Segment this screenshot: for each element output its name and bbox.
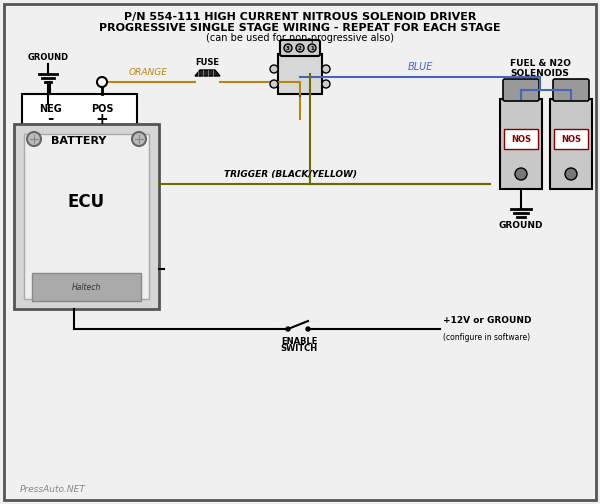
Circle shape: [306, 327, 310, 331]
FancyBboxPatch shape: [278, 54, 322, 94]
Text: BLUE: BLUE: [407, 62, 433, 72]
Text: POS: POS: [91, 104, 113, 114]
FancyBboxPatch shape: [504, 129, 538, 149]
Text: FUEL & N2O: FUEL & N2O: [509, 59, 571, 69]
Circle shape: [27, 132, 41, 146]
FancyBboxPatch shape: [14, 124, 159, 309]
FancyBboxPatch shape: [22, 94, 137, 159]
Text: TRIGGER (BLACK/YELLOW): TRIGGER (BLACK/YELLOW): [223, 170, 356, 179]
Circle shape: [565, 168, 577, 180]
Circle shape: [308, 44, 316, 52]
Circle shape: [97, 77, 107, 87]
Circle shape: [296, 44, 304, 52]
Text: +: +: [95, 111, 109, 127]
FancyBboxPatch shape: [550, 99, 592, 189]
FancyBboxPatch shape: [500, 99, 542, 189]
FancyBboxPatch shape: [554, 129, 588, 149]
Text: NOS: NOS: [561, 135, 581, 144]
Text: Haltech: Haltech: [71, 283, 101, 291]
Text: FUSE: FUSE: [195, 58, 219, 67]
Circle shape: [322, 65, 330, 73]
FancyBboxPatch shape: [553, 79, 589, 101]
FancyBboxPatch shape: [24, 134, 149, 299]
Circle shape: [515, 168, 527, 180]
Text: SOLENOIDS: SOLENOIDS: [511, 69, 569, 78]
Circle shape: [286, 327, 290, 331]
Text: SWITCH: SWITCH: [280, 344, 317, 353]
Circle shape: [322, 80, 330, 88]
FancyBboxPatch shape: [32, 273, 141, 301]
Text: GROUND: GROUND: [28, 53, 68, 62]
Text: 3: 3: [286, 45, 290, 50]
Text: (can be used for non-progressive also): (can be used for non-progressive also): [206, 33, 394, 43]
FancyBboxPatch shape: [4, 4, 596, 500]
Text: NOS: NOS: [511, 135, 531, 144]
Text: P/N 554-111 HIGH CURRENT NITROUS SOLENOID DRIVER: P/N 554-111 HIGH CURRENT NITROUS SOLENOI…: [124, 12, 476, 22]
Text: GROUND: GROUND: [499, 221, 543, 230]
Text: -: -: [47, 111, 53, 127]
Circle shape: [284, 44, 292, 52]
Circle shape: [270, 65, 278, 73]
Circle shape: [132, 132, 146, 146]
Text: NEG: NEG: [38, 104, 61, 114]
Text: ORANGE: ORANGE: [128, 68, 167, 77]
Circle shape: [270, 80, 278, 88]
FancyBboxPatch shape: [280, 40, 320, 56]
Text: (configure in software): (configure in software): [443, 333, 530, 342]
Text: ECU: ECU: [67, 193, 104, 211]
Text: PROGRESSIVE SINGLE STAGE WIRING - REPEAT FOR EACH STAGE: PROGRESSIVE SINGLE STAGE WIRING - REPEAT…: [99, 23, 501, 33]
Text: BATTERY: BATTERY: [52, 136, 107, 146]
Polygon shape: [195, 70, 220, 76]
Text: 2: 2: [298, 45, 302, 50]
Text: +12V or GROUND: +12V or GROUND: [443, 316, 532, 325]
Text: PressAuto.NET: PressAuto.NET: [20, 485, 86, 494]
FancyBboxPatch shape: [503, 79, 539, 101]
Text: ENABLE: ENABLE: [281, 337, 317, 346]
Text: 1: 1: [310, 45, 314, 50]
